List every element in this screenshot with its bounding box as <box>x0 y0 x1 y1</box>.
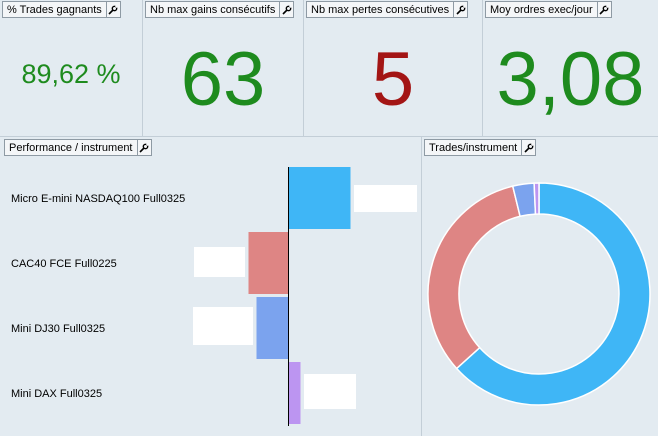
bar-value-box-dax <box>304 374 356 409</box>
donut-slice-nasdaq <box>455 182 651 406</box>
trades-panel: Trades/instrument <box>422 137 658 436</box>
kpi-title-avg-orders: Moy ordres exec/jour <box>490 3 593 16</box>
kpi-tab-avg-orders: Moy ordres exec/jour <box>485 1 612 18</box>
performance-panel: Performance / instrument Micro E-mini NA… <box>0 137 422 436</box>
bar-value-box-cac40 <box>194 247 245 277</box>
performance-title: Performance / instrument <box>9 141 133 154</box>
bar-label-cac40: CAC40 FCE Full0225 <box>11 258 117 270</box>
kpi-title-max-wins: Nb max gains consécutifs <box>150 3 276 16</box>
bar-nasdaq <box>288 167 351 229</box>
wrench-icon[interactable] <box>105 2 120 17</box>
kpi-title-max-losses: Nb max pertes consécutives <box>311 3 450 16</box>
bar-value-box-nasdaq <box>354 185 417 212</box>
donut-slice-cac40 <box>427 185 521 370</box>
kpi-tab-win-rate: % Trades gagnants <box>2 1 121 18</box>
trades-donut-chart <box>427 182 651 406</box>
kpi-value-avg-orders: 3,08 <box>496 37 645 122</box>
kpi-panel-max-wins: Nb max gains consécutifs 63 <box>143 0 304 137</box>
trades-title: Trades/instrument <box>429 141 518 154</box>
donut-slice-dax <box>533 182 540 215</box>
kpi-panel-win-rate: % Trades gagnants 89,62 % <box>0 0 143 137</box>
bar-dj30 <box>256 297 289 359</box>
trades-tab: Trades/instrument <box>424 139 537 156</box>
wrench-icon[interactable] <box>279 2 293 17</box>
performance-bar-chart <box>248 167 351 426</box>
bar-label-nasdaq: Micro E-mini NASDAQ100 Full0325 <box>11 193 186 205</box>
kpi-tab-max-wins: Nb max gains consécutifs <box>145 1 295 18</box>
bar-label-dj30: Mini DJ30 Full0325 <box>11 323 106 335</box>
performance-tab: Performance / instrument <box>4 139 152 156</box>
kpi-title-win-rate: % Trades gagnants <box>7 3 102 16</box>
wrench-icon[interactable] <box>521 140 535 155</box>
kpi-value-win-rate: 89,62 % <box>21 59 121 89</box>
wrench-icon[interactable] <box>596 2 611 17</box>
bar-cac40 <box>248 232 289 294</box>
kpi-panel-max-losses: Nb max pertes consécutives 5 <box>304 0 483 137</box>
kpi-value-max-wins: 63 <box>180 37 266 122</box>
bar-label-dax: Mini DAX Full0325 <box>11 388 103 400</box>
bar-dax <box>288 362 301 424</box>
kpi-tab-max-losses: Nb max pertes consécutives <box>306 1 469 18</box>
kpi-panel-avg-orders: Moy ordres exec/jour 3,08 <box>483 0 658 137</box>
wrench-icon[interactable] <box>453 2 467 17</box>
wrench-icon[interactable] <box>136 140 151 155</box>
bar-value-box-dj30 <box>193 307 253 345</box>
kpi-value-max-losses: 5 <box>371 37 415 122</box>
